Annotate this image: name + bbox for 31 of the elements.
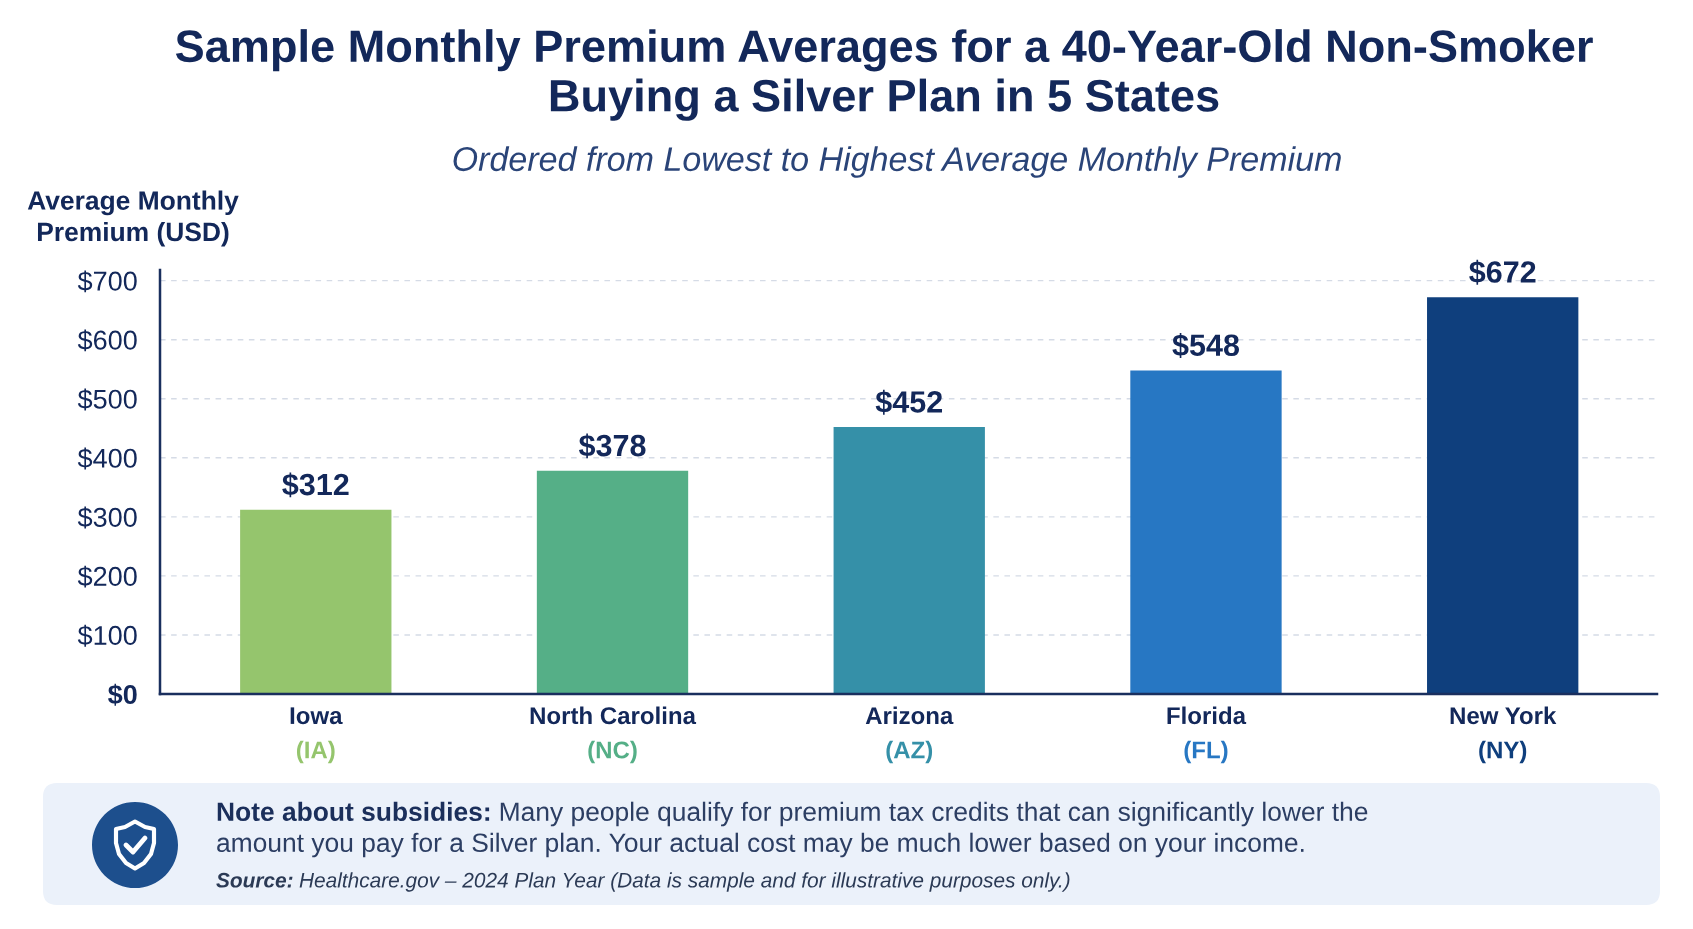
chart-subtitle: Ordered from Lowest to Highest Average Monthly Premium [453, 146, 1341, 178]
data-label: $378 [578, 433, 646, 459]
y-tick-label: $0 [108, 683, 137, 706]
bar [1427, 297, 1579, 694]
y-tick-label: $700 [77, 270, 137, 293]
category-label: North Carolina (NC) [530, 706, 697, 764]
category-label: Iowa (IA) [290, 707, 343, 764]
data-label: $452 [875, 389, 943, 415]
text: Many people qualify for premium tax credits that can significantly lower the [500, 801, 1368, 827]
chart-title: Sample Monthly Premium Averages for a 40-Year-Old Non-Smoker Buying a Silver Plan in 5 States [175, 29, 1593, 121]
y-tick-label: $500 [77, 388, 137, 411]
y-tick-label: $600 [77, 329, 137, 352]
category-label: Arizona (AZ) [865, 706, 954, 764]
text: Healthcare.gov – 2024 Plan Year (Data is sample and for illustrative purposes only.) [299, 872, 1070, 892]
data-label: $672 [1469, 259, 1536, 285]
y-tick-label: $200 [77, 565, 137, 588]
text: Note about subsidies: [217, 801, 490, 822]
y-tick-label: $100 [77, 624, 137, 647]
category-label: New York (NY) [1450, 706, 1557, 764]
data-label: $312 [282, 472, 349, 498]
category-label: Florida (FL) [1167, 706, 1247, 764]
y-axis-title: Average Monthly Premium (USD) [27, 190, 239, 247]
data-label: $548 [1172, 333, 1240, 358]
y-tick-label: $300 [77, 506, 137, 529]
bar [1130, 370, 1282, 694]
bar [536, 470, 689, 694]
y-tick-label: $400 [77, 447, 137, 470]
bar [833, 427, 985, 694]
text: amount you pay for a Silver plan. Your actual cost may be much lower based on your income. [217, 832, 1304, 858]
source-note: Source: [216, 872, 293, 888]
bar [240, 509, 392, 694]
